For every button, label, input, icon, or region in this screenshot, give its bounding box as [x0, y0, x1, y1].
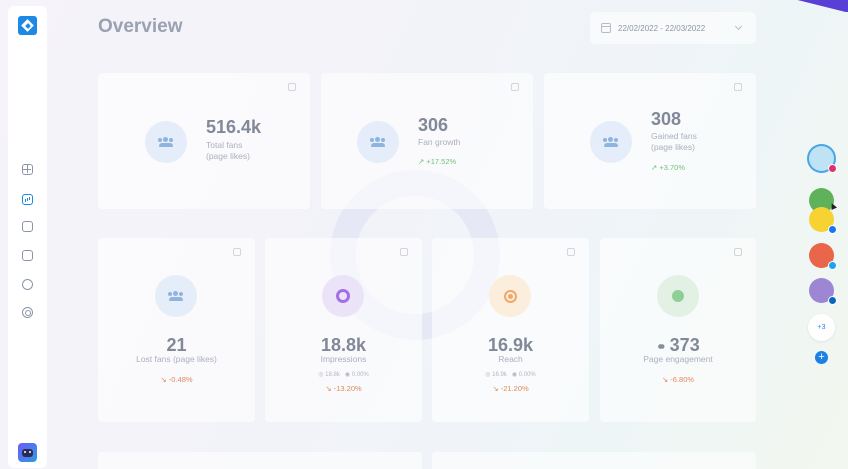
- pin-icon[interactable]: [233, 248, 241, 256]
- stat-card-page-engagement: ⚭ 373 Page engagement ↘ -6.80%: [600, 238, 756, 422]
- pin-icon[interactable]: [288, 83, 296, 91]
- twitter-icon: [828, 261, 837, 270]
- account-linkedin[interactable]: [809, 278, 837, 305]
- stat-label: Gained fans: [651, 131, 697, 141]
- app-logo[interactable]: [18, 16, 37, 35]
- date-range-text: 22/02/2022 - 22/03/2022: [618, 23, 706, 33]
- stat-value: 373: [669, 335, 700, 355]
- pin-icon[interactable]: [734, 83, 742, 91]
- change-value: -6.80%: [670, 375, 695, 384]
- facebook-icon: [828, 225, 837, 234]
- sub-right-value: 0.00%: [351, 372, 369, 378]
- stat-value: 16.9k: [487, 335, 534, 355]
- analytics-icon[interactable]: [22, 194, 33, 205]
- stat-card-total-fans: 516.4k Total fans (page likes): [98, 73, 310, 209]
- change-value: -0.48%: [168, 375, 193, 384]
- media-icon[interactable]: [22, 221, 33, 232]
- users-icon: [590, 121, 632, 163]
- stat-change: ↘ -21.20%: [432, 384, 589, 393]
- change-value: -13.20%: [333, 384, 362, 393]
- notes-icon[interactable]: [22, 250, 33, 261]
- sub-left-value: 16.9k: [492, 372, 507, 378]
- stat-change: ↘ -0.48%: [98, 375, 255, 384]
- stat-change: ↗ +3.70%: [651, 163, 685, 172]
- stat-value: 308: [651, 109, 682, 129]
- stat-label: Page engagement: [643, 354, 713, 364]
- stat-value: 306: [418, 115, 449, 135]
- stat-label-sub: (page likes): [651, 142, 695, 152]
- stat-card-lost-fans: 21 Lost fans (page likes) ↘ -0.48%: [98, 238, 255, 422]
- arrow-down-right-icon: ↘: [492, 384, 501, 393]
- date-range-picker[interactable]: 22/02/2022 - 22/03/2022: [590, 12, 756, 44]
- arrow-down-right-icon: ↘: [325, 384, 334, 393]
- users-icon: [155, 275, 197, 317]
- stat-card-reach: 16.9k Reach ◎ 16.9k ◉ 0.00% ↘ -21.20%: [432, 238, 589, 422]
- organic-icon: ◎: [318, 372, 326, 378]
- reach-icon: [489, 275, 531, 317]
- instagram-icon: [828, 164, 837, 173]
- stat-subvalues: ◎ 16.9k ◉ 0.00%: [432, 371, 589, 378]
- pin-icon[interactable]: [511, 83, 519, 91]
- engagement-icon: [657, 275, 699, 317]
- stat-label: Fan growth: [418, 137, 461, 147]
- chat-icon[interactable]: [22, 279, 33, 290]
- account-instagram[interactable]: [809, 146, 837, 173]
- link-icon: ⚭: [656, 340, 670, 354]
- user-avatar[interactable]: [18, 443, 37, 462]
- arrow-down-right-icon: ↘: [661, 375, 671, 384]
- paid-icon: ◉: [344, 372, 352, 378]
- linkedin-icon: [828, 296, 837, 305]
- change-value: +3.70%: [659, 163, 686, 172]
- organic-icon: ◎: [485, 372, 493, 378]
- stat-card-gained-fans: 308 Gained fans (page likes) ↗ +3.70%: [544, 73, 756, 209]
- stat-value: 18.8k: [320, 335, 367, 355]
- stat-label: Reach: [498, 354, 523, 364]
- page-title: Overview: [98, 16, 183, 37]
- sub-right-value: 0.00%: [518, 372, 536, 378]
- change-value: -21.20%: [500, 384, 529, 393]
- stat-label-sub: (page likes): [206, 151, 250, 161]
- users-icon: [145, 121, 187, 163]
- impressions-icon: [322, 275, 364, 317]
- pin-icon[interactable]: [400, 248, 408, 256]
- chart-card-partial: [432, 452, 756, 469]
- stat-subvalues: ◎ 18.8k ◉ 0.00%: [265, 371, 422, 378]
- arrow-up-right-icon: ↗: [651, 163, 660, 172]
- stat-card-impressions: 18.8k Impressions ◎ 18.8k ◉ 0.00% ↘ -13.…: [265, 238, 422, 422]
- sub-left-value: 18.8k: [325, 372, 340, 378]
- stat-label: Total fans: [206, 140, 243, 150]
- add-account-button[interactable]: +: [815, 351, 828, 364]
- chevron-down-icon: [734, 22, 743, 31]
- stat-change: ↘ -13.20%: [265, 384, 422, 393]
- stat-card-fan-growth: 306 Fan growth ↗ +17.52%: [321, 73, 533, 209]
- users-icon: [357, 121, 399, 163]
- stat-label: Impressions: [320, 354, 367, 364]
- more-accounts-button[interactable]: +3: [808, 314, 835, 341]
- pin-icon[interactable]: [567, 248, 575, 256]
- stat-change: ↘ -6.80%: [600, 375, 756, 384]
- stat-value: 516.4k: [206, 117, 262, 137]
- paid-icon: ◉: [511, 372, 519, 378]
- arrow-down-right-icon: ↘: [160, 375, 169, 384]
- left-sidebar: [8, 6, 47, 468]
- stat-label: Lost fans (page likes): [136, 354, 217, 364]
- stat-value: 21: [166, 335, 187, 355]
- dashboard-icon[interactable]: [22, 164, 33, 175]
- account-twitter[interactable]: [809, 243, 837, 270]
- calendar-icon: [601, 23, 611, 33]
- account-facebook-2[interactable]: [809, 207, 837, 234]
- change-value: +17.52%: [426, 157, 457, 166]
- arrow-up-right-icon: ↗: [418, 157, 427, 166]
- target-icon[interactable]: [22, 307, 33, 318]
- chart-card-partial: [98, 452, 422, 469]
- stat-change: ↗ +17.52%: [418, 157, 456, 166]
- stat-value-row: ⚭ 373: [600, 335, 756, 356]
- pin-icon[interactable]: [734, 248, 742, 256]
